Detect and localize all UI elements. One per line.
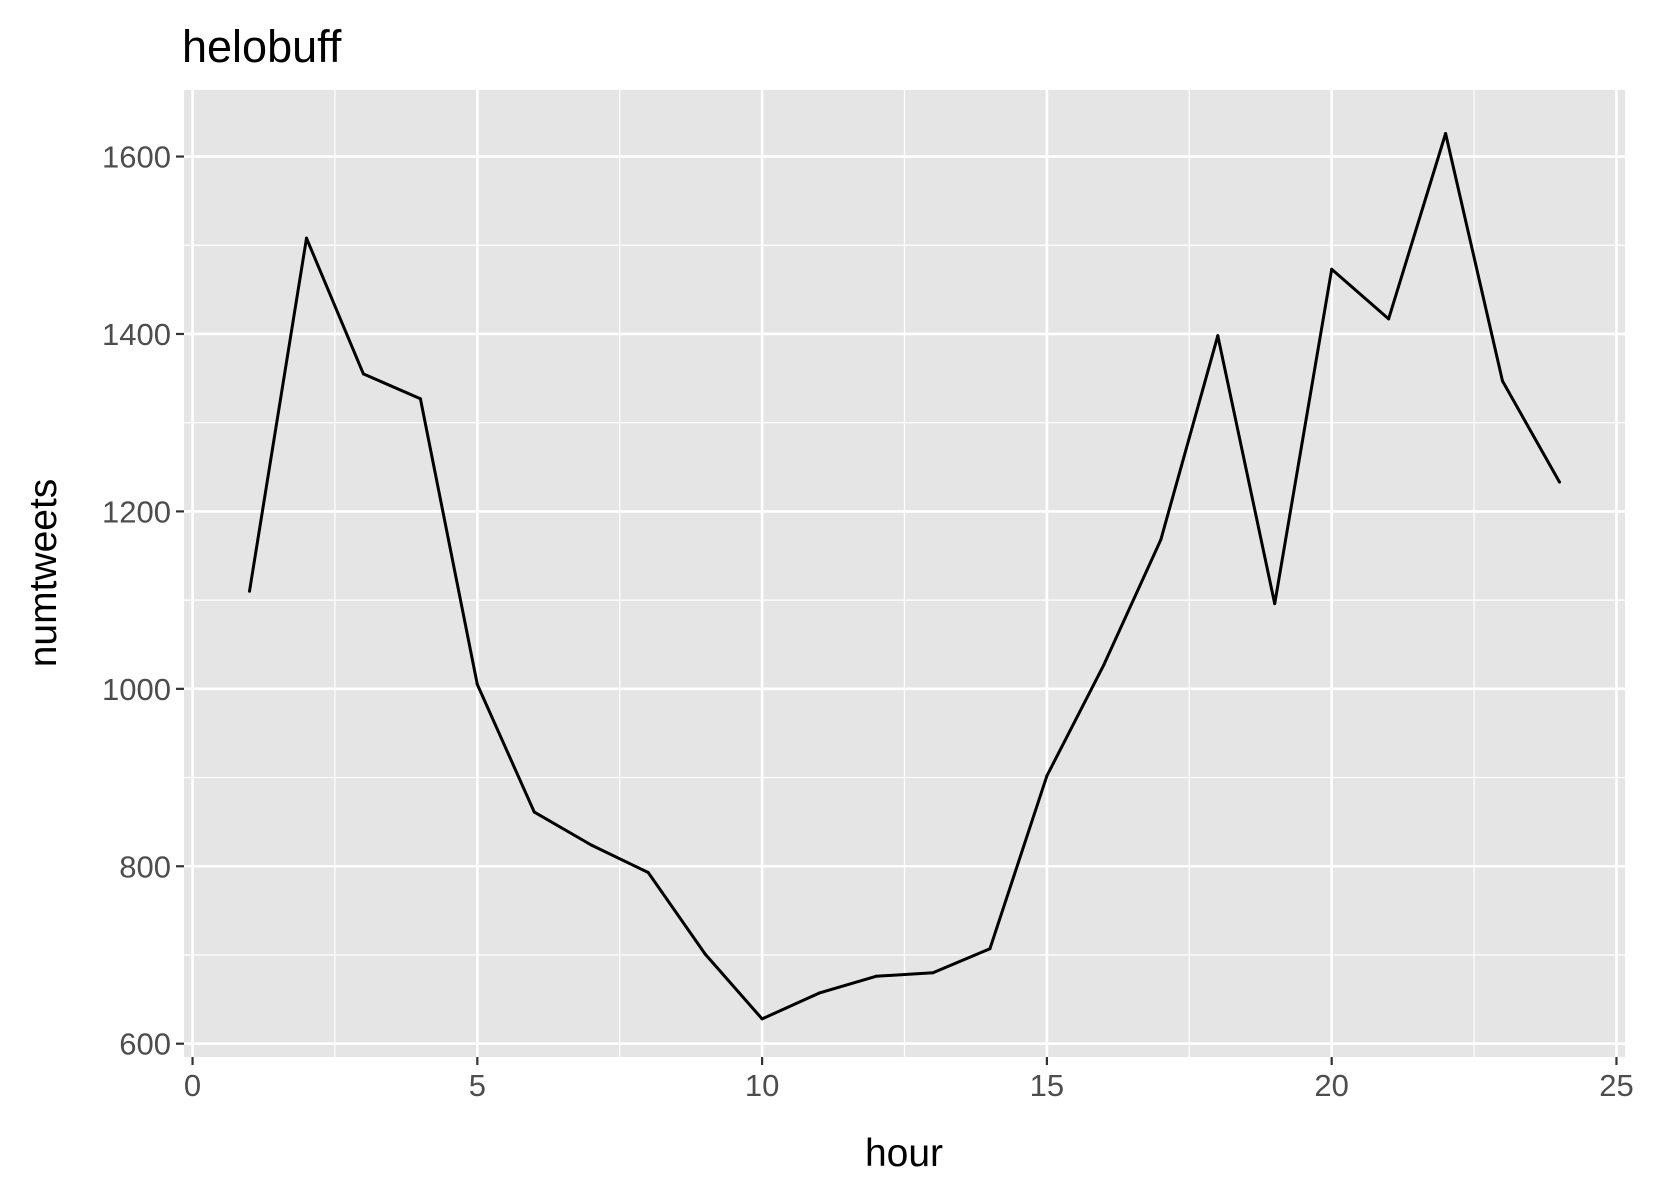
data-point bbox=[1501, 379, 1505, 383]
data-point bbox=[418, 397, 422, 401]
y-tick-label: 1200 bbox=[102, 494, 171, 529]
data-point bbox=[1102, 663, 1106, 667]
y-tick-label: 600 bbox=[119, 1027, 171, 1062]
x-tick-label: 0 bbox=[184, 1068, 201, 1103]
axis-ticks bbox=[176, 155, 1618, 1065]
series-line bbox=[248, 132, 1561, 1021]
data-point bbox=[1216, 334, 1220, 338]
major-gridlines bbox=[184, 90, 1625, 1057]
data-point bbox=[1045, 774, 1049, 778]
data-point bbox=[1558, 480, 1561, 484]
data-point bbox=[1273, 602, 1277, 606]
x-axis-tick-labels: 0 5 10 15 20 25 bbox=[184, 1068, 1634, 1103]
data-point bbox=[931, 971, 935, 975]
data-point bbox=[760, 1017, 764, 1021]
x-tick-label: 15 bbox=[1030, 1068, 1064, 1103]
x-tick-label: 20 bbox=[1314, 1068, 1348, 1103]
data-point bbox=[589, 843, 593, 847]
y-tick-label: 1000 bbox=[102, 672, 171, 707]
data-point bbox=[248, 589, 251, 593]
x-tick-label: 10 bbox=[745, 1068, 779, 1103]
data-point bbox=[988, 947, 992, 951]
y-axis-tick-labels: 600 800 1000 1200 1400 1600 bbox=[102, 140, 171, 1062]
data-point bbox=[646, 870, 650, 874]
y-axis-title: numtweets bbox=[22, 479, 65, 668]
x-tick-label: 25 bbox=[1599, 1068, 1633, 1103]
x-tick-label: 5 bbox=[469, 1068, 486, 1103]
data-point bbox=[703, 952, 707, 956]
data-point bbox=[304, 236, 308, 240]
y-tick-label: 1600 bbox=[102, 140, 171, 175]
chart-title: helobuff bbox=[182, 21, 342, 72]
data-point bbox=[874, 974, 878, 978]
data-point bbox=[1330, 267, 1334, 271]
data-point bbox=[1387, 317, 1391, 321]
data-point bbox=[1444, 131, 1448, 135]
data-point bbox=[817, 991, 821, 995]
data-point bbox=[361, 372, 365, 376]
y-tick-label: 1400 bbox=[102, 317, 171, 352]
data-point bbox=[1159, 538, 1163, 542]
y-tick-label: 800 bbox=[119, 849, 171, 884]
data-point bbox=[475, 682, 479, 686]
x-axis-title: hour bbox=[865, 1132, 943, 1175]
series-layer bbox=[248, 131, 1561, 1021]
data-point bbox=[532, 810, 536, 814]
